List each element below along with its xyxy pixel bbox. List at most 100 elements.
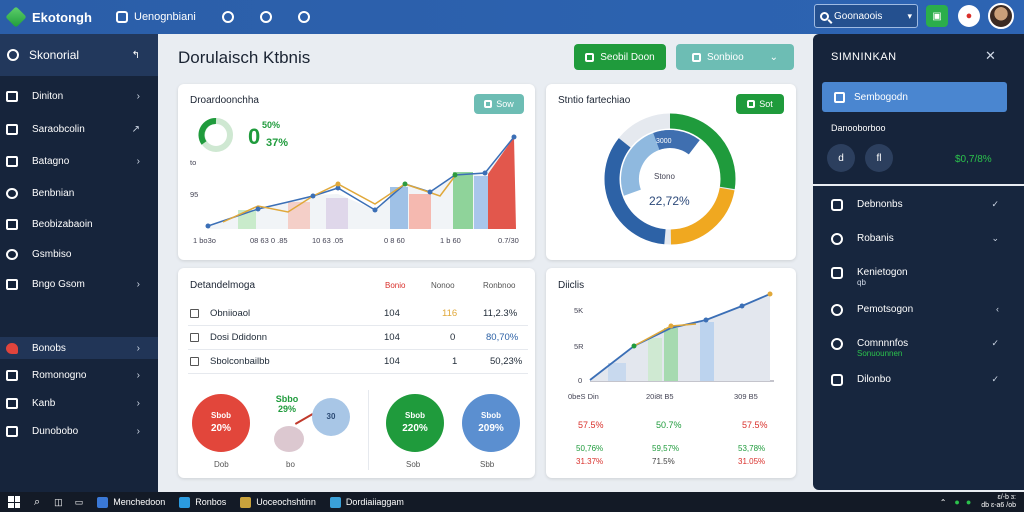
stat-circle-red[interactable]: Sbob 20% bbox=[192, 394, 250, 452]
sidebar-item-beobizabaoin[interactable]: Beobizabaoin bbox=[0, 213, 158, 235]
panel-item-robanis[interactable]: Robanis ⌄ bbox=[813, 233, 1024, 245]
info-icon bbox=[6, 187, 18, 199]
panel-item-sub: Sonuounnen bbox=[857, 349, 903, 358]
kpi-ring-value bbox=[198, 118, 217, 145]
secondary-dropdown[interactable]: Sonbioo ⌄ bbox=[676, 44, 794, 70]
avatar[interactable] bbox=[988, 3, 1014, 29]
top-nav-icon-3[interactable] bbox=[297, 11, 310, 23]
taskbar-app[interactable]: Uoceochshtinn bbox=[240, 496, 316, 508]
user-chip[interactable]: d bbox=[827, 144, 855, 172]
table-row[interactable]: Obniioaol 104 116 11,2.3% bbox=[188, 302, 528, 326]
window-icon bbox=[116, 11, 128, 23]
table-row[interactable]: Sbolconbailbb 104 1 50,23% bbox=[188, 350, 528, 374]
primary-button[interactable]: Seobil Doon bbox=[574, 44, 666, 70]
task-view-icon[interactable]: ◫ bbox=[54, 496, 63, 507]
cell: Obniioaol bbox=[210, 308, 251, 319]
top-nav-icon-1[interactable] bbox=[221, 11, 234, 23]
sidebar-header[interactable]: Skonorial ↰ bbox=[0, 34, 158, 76]
taskbar-app[interactable]: Ronbos bbox=[179, 496, 227, 508]
sidebar: Skonorial ↰ Diniton › Saraobcolin ↗ Batagn… bbox=[0, 34, 158, 492]
clock[interactable]: ɛ/-b ɜ: db ɛ-a6 /ob bbox=[981, 494, 1016, 509]
stat: 57.5% bbox=[578, 420, 604, 430]
sidebar-item-batagno[interactable]: Batagno › bbox=[0, 150, 158, 172]
column-header[interactable]: Ronbnoo bbox=[483, 281, 516, 290]
drop-icon bbox=[831, 233, 843, 245]
sidebar-item-bngo-gsom[interactable]: Bngo Gsom › bbox=[0, 273, 158, 295]
sidebar-item-label: Batagno bbox=[32, 155, 70, 167]
right-panel-title: SIMNINKAN bbox=[831, 51, 897, 63]
notifications-button[interactable]: ▣ bbox=[926, 5, 948, 27]
donut-inner-dark bbox=[621, 130, 719, 228]
panel-item-debnonbs[interactable]: Debnonbs ✓ bbox=[813, 199, 1024, 211]
sidebar-item-benbnian[interactable]: Benbnian bbox=[0, 182, 158, 204]
trend-points bbox=[205, 134, 517, 229]
panel-item-label: Comnnnfos bbox=[857, 338, 909, 349]
donut-card-pill[interactable]: Sot bbox=[736, 94, 784, 114]
stat-circle-blue[interactable]: Sbob 209% bbox=[462, 394, 520, 452]
growth-bar-1 bbox=[608, 363, 626, 381]
app-icon bbox=[97, 496, 109, 508]
gear-icon bbox=[7, 49, 19, 61]
trend-card-pill[interactable]: Sow bbox=[474, 94, 524, 114]
stat: 31.37% bbox=[576, 457, 604, 466]
panel-item-label: Kenietogon bbox=[857, 267, 908, 278]
stat: 53,78% bbox=[738, 444, 766, 453]
row-icon bbox=[190, 309, 199, 318]
search-icon[interactable]: ⌕ bbox=[34, 495, 41, 508]
tray-icon[interactable]: ● bbox=[965, 497, 972, 507]
x-tick: 20i8t B5 bbox=[646, 392, 674, 401]
panel-item-comnnnfos[interactable]: Comnnnfos Sonuounnen ✓ bbox=[813, 338, 1024, 358]
search-input[interactable]: Goonaoois ▾ bbox=[814, 4, 918, 28]
sidebar-item-gsmbiso[interactable]: Gsmbiso bbox=[0, 243, 158, 265]
column-header[interactable]: Bonio bbox=[385, 281, 406, 290]
panel-item-dilonbo[interactable]: Dilonbo ✓ bbox=[813, 374, 1024, 386]
cell: 104 bbox=[384, 356, 400, 367]
selected-item[interactable]: Sembogodn bbox=[822, 82, 1007, 112]
sidebar-item-label: Diniton bbox=[32, 90, 64, 102]
document-icon bbox=[6, 425, 18, 437]
panel-item-pemotsogon[interactable]: Pemotsogon ‹ bbox=[813, 304, 1024, 316]
panel-item-label: Dilonbo bbox=[857, 374, 891, 385]
column-header[interactable]: Nonoo bbox=[431, 281, 455, 290]
sidebar-item-diniton[interactable]: Diniton › bbox=[0, 85, 158, 107]
trend-chart bbox=[198, 118, 517, 229]
stat-circle-green[interactable]: Sbob 220% bbox=[386, 394, 444, 452]
y-tick: 5K bbox=[574, 306, 584, 315]
sidebar-item-bonobs[interactable]: Bonobs › bbox=[0, 337, 158, 359]
stat-circle-light[interactable]: 30 bbox=[312, 398, 350, 436]
widgets-icon[interactable]: ▭ bbox=[74, 496, 84, 507]
windows-start-icon[interactable] bbox=[8, 496, 20, 508]
chevron-right-icon: › bbox=[136, 425, 140, 437]
growth-area bbox=[590, 294, 770, 381]
refresh-icon bbox=[831, 338, 843, 350]
table-row[interactable]: Dosi Ddidonn 104 0 80,70% bbox=[188, 326, 528, 350]
circle-caption: Dob bbox=[214, 460, 229, 469]
top-nav-item[interactable]: Uenognbiani bbox=[116, 11, 196, 23]
record-button[interactable]: ● bbox=[958, 5, 980, 27]
user-chip[interactable]: fl bbox=[865, 144, 893, 172]
y-tick: 95 bbox=[190, 190, 199, 199]
taskbar-app-label: Ronbos bbox=[195, 497, 227, 507]
top-nav-icon-2[interactable] bbox=[259, 11, 272, 23]
sidebar-item-dunobobo[interactable]: Dunobobo › bbox=[0, 420, 158, 442]
tray-chevron-icon[interactable]: ⌃ bbox=[939, 497, 947, 507]
tray-icon[interactable]: ● bbox=[954, 497, 960, 507]
close-icon[interactable]: ✕ bbox=[985, 48, 996, 63]
app-icon bbox=[329, 496, 341, 508]
panel-item-kenietogon[interactable]: Kenietogon qb bbox=[813, 267, 1024, 287]
sidebar-item-label: Saraobcolin bbox=[32, 123, 85, 135]
sidebar-item-saraobcolin[interactable]: Saraobcolin ↗ bbox=[0, 118, 158, 140]
sidebar-item-kanb[interactable]: Kanb › bbox=[0, 392, 158, 414]
taskbar-app[interactable]: Menchedoon bbox=[97, 496, 165, 508]
app-logo[interactable]: Ekotongh bbox=[5, 6, 106, 28]
circle-caption: Sob bbox=[406, 460, 421, 469]
chevron-right-icon: › bbox=[136, 278, 140, 290]
taskbar-app[interactable]: Dordiaiiaggam bbox=[329, 496, 404, 508]
right-panel-sub: Danooborboo bbox=[831, 123, 886, 133]
check-icon: ✓ bbox=[991, 338, 999, 348]
sidebar-item-label: Benbnian bbox=[32, 187, 75, 199]
sidebar-item-romonogno[interactable]: Romonogno › bbox=[0, 364, 158, 386]
doc-icon bbox=[484, 100, 493, 108]
top-nav-label: Uenognbiani bbox=[134, 11, 196, 23]
circle-top: Sbob bbox=[211, 411, 231, 421]
